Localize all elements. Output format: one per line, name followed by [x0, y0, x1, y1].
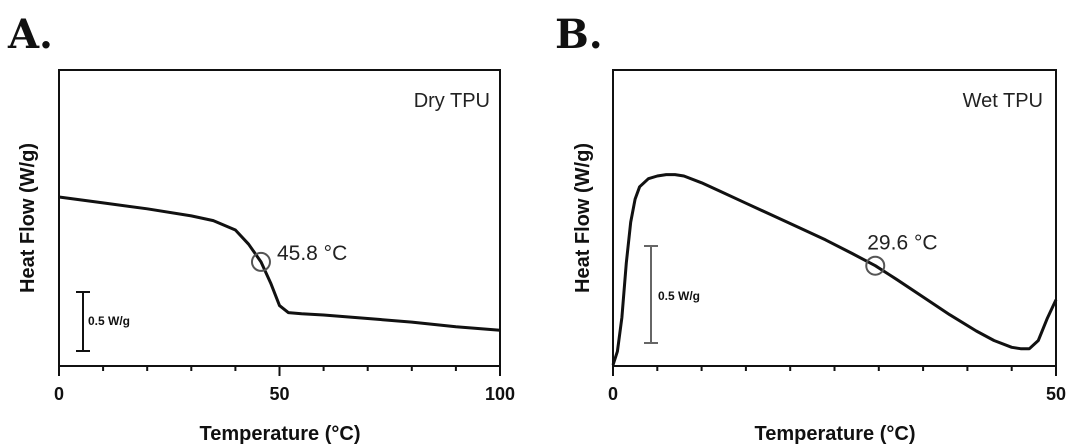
panel-a-scale-bar: 0.5 W/g: [76, 291, 130, 352]
panel-b-x-ticks: [612, 366, 1057, 376]
panel-b-transition-marker: [865, 255, 886, 276]
panel-b-series-line: [611, 173, 1058, 366]
panel-a-transition-marker: [250, 251, 271, 272]
panel-a-transition-label: 45.8 °C: [277, 242, 347, 265]
panel-b-scale-bar: 0.5 W/g: [644, 245, 700, 344]
panel-a-series-line: [58, 195, 501, 332]
x-tick-label: 100: [485, 384, 515, 404]
panel-a-y-axis-title: Heat Flow (W/g): [17, 143, 39, 293]
panel-a-x-axis-title: Temperature (°C): [200, 423, 361, 444]
panel-b-sample-label: Wet TPU: [963, 90, 1043, 112]
panel-b-y-axis-title: Heat Flow (W/g): [572, 143, 594, 293]
x-tick-label: 50: [1046, 384, 1066, 404]
panel-a-sample-label: Dry TPU: [414, 90, 490, 112]
panel-a-x-tick-labels: 0 50 100: [54, 384, 515, 404]
panel-b-x-tick-labels: 0 50: [608, 384, 1066, 404]
panel-a: A. Dry TPU Heat Flow (W/g) Temperature (…: [7, 11, 515, 444]
panel-b-letter: B.: [555, 11, 603, 58]
x-tick-label: 50: [269, 384, 289, 404]
panel-a-scale-bar-label: 0.5 W/g: [88, 314, 130, 328]
x-tick-label: 0: [608, 384, 618, 404]
x-tick-label: 0: [54, 384, 64, 404]
panel-b-plot-frame: [612, 69, 1057, 367]
panel-a-x-ticks: [58, 366, 501, 376]
panel-b-scale-bar-label: 0.5 W/g: [658, 289, 700, 303]
panel-b: B. Wet TPU Heat Flow (W/g) Temperature (…: [555, 11, 1066, 444]
panel-a-letter: A.: [7, 11, 53, 58]
panel-b-transition-label: 29.6 °C: [867, 232, 937, 255]
panel-b-x-axis-title: Temperature (°C): [755, 423, 916, 444]
